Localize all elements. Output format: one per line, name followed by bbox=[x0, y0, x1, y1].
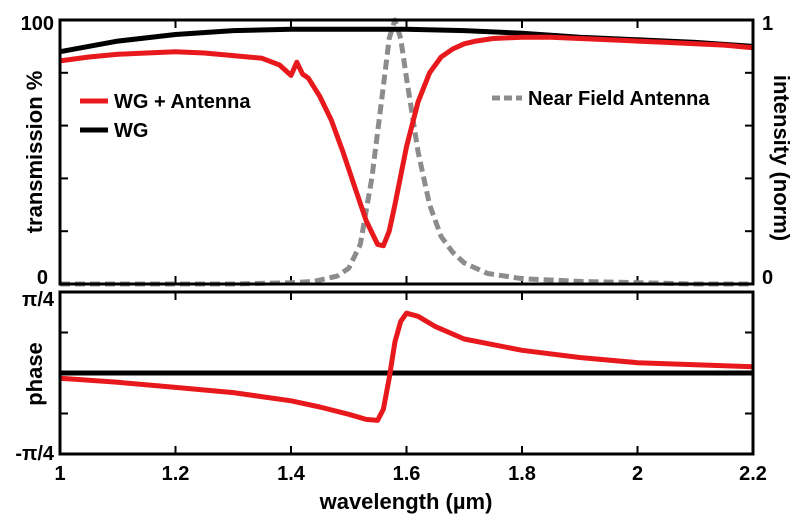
top-series bbox=[59, 17, 754, 287]
top-y-axis-label: transmission % bbox=[22, 71, 47, 234]
top-panel: 100 0 1 0 transmission % intensity (norm… bbox=[21, 13, 791, 289]
x-axis-label: wavelength (µm) bbox=[319, 489, 493, 514]
legend-left: WG + Antenna WG bbox=[80, 91, 251, 142]
series-line-wg-antenna bbox=[59, 34, 754, 249]
bottom-panel: π/4 -π/4 phase 1 1.2 1.4 1.6 1.8 2 2.2 wavelen… bbox=[15, 289, 767, 514]
x-tick-label: 1 bbox=[54, 463, 65, 485]
top-y2-tick-1: 1 bbox=[762, 13, 773, 35]
x-tick-labels: 1 1.2 1.4 1.6 1.8 2 2.2 bbox=[54, 463, 766, 485]
bottom-y-tick-neg-pi4: -π/4 bbox=[15, 443, 55, 465]
legend-right: Near Field Antenna bbox=[492, 88, 710, 110]
top-y2-axis-label: intensity (norm) bbox=[769, 75, 791, 241]
legend-label-wg-antenna: WG + Antenna bbox=[114, 91, 251, 113]
legend-label-wg: WG bbox=[114, 120, 148, 142]
x-tick-label: 1.2 bbox=[162, 463, 190, 485]
top-y-tick-0: 0 bbox=[37, 267, 48, 289]
x-tick-label: 1.8 bbox=[508, 463, 536, 485]
x-tick-label: 1.6 bbox=[393, 463, 421, 485]
x-tick-label: 2 bbox=[632, 463, 643, 485]
top-plot-frame bbox=[58, 18, 755, 286]
phase-line bbox=[59, 310, 754, 423]
x-tick-label: 2.2 bbox=[739, 463, 767, 485]
top-y-tick-100: 100 bbox=[21, 13, 54, 35]
bottom-series bbox=[59, 310, 754, 423]
top-y2-tick-0: 0 bbox=[762, 267, 773, 289]
x-tick-label: 1.4 bbox=[277, 463, 306, 485]
legend-label-near-field: Near Field Antenna bbox=[528, 88, 710, 110]
bottom-plot-frame bbox=[58, 290, 755, 456]
bottom-y-tick-pi4: π/4 bbox=[22, 289, 55, 311]
bottom-y-axis-label: phase bbox=[22, 342, 47, 406]
